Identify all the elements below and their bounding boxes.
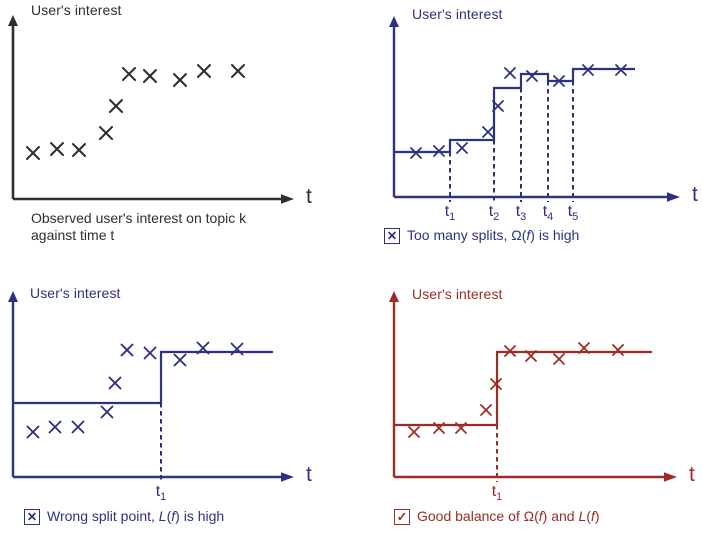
caption-text: Wrong split point, L(f) is high xyxy=(47,508,225,524)
y-axis-title: User's interest xyxy=(30,285,121,301)
panel-caption: ✓ Good balance of Ω(f) and L(f) xyxy=(394,508,600,525)
data-point-x-marker xyxy=(504,345,516,357)
caption-text: Too many splits, Ω(f) is high xyxy=(407,227,580,243)
x-box-icon: ✕ xyxy=(24,509,40,525)
y-axis-arrow-icon xyxy=(389,291,399,302)
data-point-x-marker xyxy=(122,67,136,81)
data-point-x-marker xyxy=(173,73,187,87)
check-box-icon: ✓ xyxy=(394,509,410,525)
panel-observed-data: User's interest t Observed user's intere… xyxy=(0,0,352,267)
axis-tick-label: t1 xyxy=(444,203,456,224)
data-point-x-marker xyxy=(578,342,590,354)
y-axis-arrow-icon xyxy=(389,16,399,27)
x-axis-arrow-icon xyxy=(667,192,680,202)
panel-too-many-splits: User's interest t ✕ Too many splits, Ω(f)… xyxy=(351,0,703,267)
panel-caption: Observed user's interest on topic k agai… xyxy=(31,210,246,244)
data-point-x-marker xyxy=(612,344,624,356)
y-axis-title: User's interest xyxy=(412,6,503,22)
plot-good-balance xyxy=(389,291,677,482)
plot-too-many-splits xyxy=(389,16,680,202)
data-point-x-marker xyxy=(615,64,627,76)
data-point-x-marker xyxy=(490,378,502,390)
x-axis-arrow-icon xyxy=(281,472,294,482)
x-box-icon: ✕ xyxy=(384,228,400,244)
data-point-x-marker xyxy=(173,353,187,367)
data-point-x-marker xyxy=(196,341,210,355)
step-function-line xyxy=(13,350,273,405)
x-axis-label: t xyxy=(306,185,312,208)
axis-tick-label: t2 xyxy=(488,203,500,224)
panel-caption: ✕ Wrong split point, L(f) is high xyxy=(24,508,224,525)
data-point-x-marker xyxy=(26,146,40,160)
step-function-line xyxy=(394,67,635,154)
x-axis-arrow-icon xyxy=(664,472,677,482)
data-point-x-marker xyxy=(433,422,445,434)
panel-caption: ✕ Too many splits, Ω(f) is high xyxy=(384,227,579,244)
axis-tick-label: t4 xyxy=(542,203,554,224)
panel-good-balance: User's interest t ✓ Good balance of Ω(f) … xyxy=(351,267,703,534)
data-point-x-marker xyxy=(72,143,86,157)
data-point-x-marker xyxy=(143,346,157,360)
data-point-x-marker xyxy=(582,64,594,76)
data-point-x-marker xyxy=(553,75,565,87)
axis-tick-label: t1 xyxy=(491,483,503,504)
y-axis-arrow-icon xyxy=(8,15,18,26)
data-point-x-marker xyxy=(455,422,467,434)
plot-wrong-split-point xyxy=(8,291,294,482)
data-point-x-marker xyxy=(231,64,245,78)
data-point-x-marker xyxy=(99,126,113,140)
y-axis-arrow-icon xyxy=(8,291,18,302)
data-point-x-marker xyxy=(408,426,420,438)
data-point-x-marker xyxy=(197,64,211,78)
data-point-x-marker xyxy=(492,100,504,112)
axis-tick-label: t3 xyxy=(515,203,527,224)
caption-text: Observed user's interest on topic k agai… xyxy=(31,210,247,243)
data-point-x-marker xyxy=(100,405,114,419)
data-point-x-marker xyxy=(526,70,538,82)
y-axis-title: User's interest xyxy=(31,2,122,18)
data-point-x-marker xyxy=(143,69,157,83)
data-point-x-marker xyxy=(525,350,537,362)
data-point-x-marker xyxy=(108,376,122,390)
y-axis-title: User's interest xyxy=(412,286,503,302)
data-point-x-marker xyxy=(504,67,516,79)
data-point-x-marker xyxy=(50,142,64,156)
data-point-x-marker xyxy=(482,126,494,138)
data-point-x-marker xyxy=(109,99,123,113)
plot-observed-data xyxy=(8,15,294,204)
step-function-line xyxy=(394,350,652,427)
axis-tick-label: t5 xyxy=(567,203,579,224)
data-point-x-marker xyxy=(48,420,62,434)
data-point-x-marker xyxy=(456,142,468,154)
data-point-x-marker xyxy=(120,343,134,357)
data-point-x-marker xyxy=(480,404,492,416)
x-axis-arrow-icon xyxy=(281,194,294,204)
axis-tick-label: t1 xyxy=(155,483,167,504)
data-point-x-marker xyxy=(410,147,422,159)
x-axis-label: t xyxy=(306,463,312,486)
x-axis-label: t xyxy=(692,183,698,206)
data-point-x-marker xyxy=(433,145,445,157)
data-point-x-marker xyxy=(230,342,244,356)
caption-text: Good balance of Ω(f) and L(f) xyxy=(417,508,600,524)
data-point-x-marker xyxy=(71,420,85,434)
panel-wrong-split-point: User's interest t ✕ Wrong split point, L(… xyxy=(0,267,352,534)
data-point-x-marker xyxy=(553,353,565,365)
data-point-x-marker xyxy=(26,425,40,439)
x-axis-label: t xyxy=(689,463,695,486)
